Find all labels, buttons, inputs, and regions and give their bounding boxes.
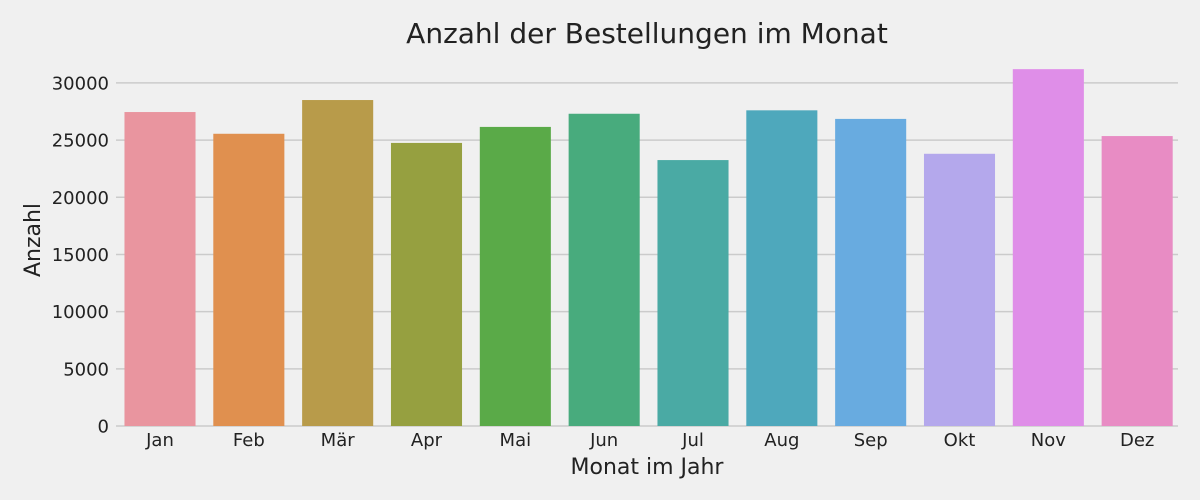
bar-dez xyxy=(1101,136,1173,426)
y-tick-label: 0 xyxy=(98,417,109,438)
y-tick-label: 5000 xyxy=(63,359,109,380)
x-tick-label: Okt xyxy=(944,430,976,451)
x-tick-label: Sep xyxy=(854,430,888,451)
bar-nov xyxy=(1012,69,1084,427)
bar-feb xyxy=(213,133,285,426)
bar-mär xyxy=(302,100,374,426)
x-tick-label: Jan xyxy=(145,430,174,451)
x-tick-label: Dez xyxy=(1120,430,1154,451)
bars xyxy=(124,69,1173,427)
x-tick-label: Feb xyxy=(233,430,265,451)
x-tick-label: Nov xyxy=(1031,430,1066,451)
bar-jul xyxy=(657,160,729,426)
x-tick-label: Jul xyxy=(681,430,704,451)
chart-title: Anzahl der Bestellungen im Monat xyxy=(406,17,888,50)
x-tick-labels: Jan Feb Mär Apr Mai Jun Jul Aug Sep Okt Nov Dez xyxy=(145,430,1154,451)
bar-sep xyxy=(835,118,907,426)
bar-okt xyxy=(923,153,996,426)
y-tick-labels: 0 5000 10000 15000 20000 25000 30000 xyxy=(52,73,109,437)
x-axis-label: Monat im Jahr xyxy=(571,455,725,480)
bar-jun xyxy=(568,113,640,426)
y-tick-label: 25000 xyxy=(52,131,109,152)
bar-mai xyxy=(479,126,551,427)
x-tick-label: Mär xyxy=(321,430,356,451)
y-tick-label: 20000 xyxy=(52,188,109,209)
y-tick-label: 15000 xyxy=(52,245,109,266)
x-tick-label: Apr xyxy=(411,430,443,451)
x-tick-label: Jun xyxy=(589,430,618,451)
bar-jan xyxy=(124,112,196,427)
y-axis-label: Anzahl xyxy=(21,203,46,277)
y-tick-label: 30000 xyxy=(52,73,109,94)
x-tick-label: Aug xyxy=(764,430,799,451)
x-tick-label: Mai xyxy=(500,430,532,451)
bar-apr xyxy=(390,142,463,426)
bar-aug xyxy=(746,110,818,426)
grid-lines xyxy=(116,82,1178,427)
y-tick-label: 10000 xyxy=(52,302,109,323)
